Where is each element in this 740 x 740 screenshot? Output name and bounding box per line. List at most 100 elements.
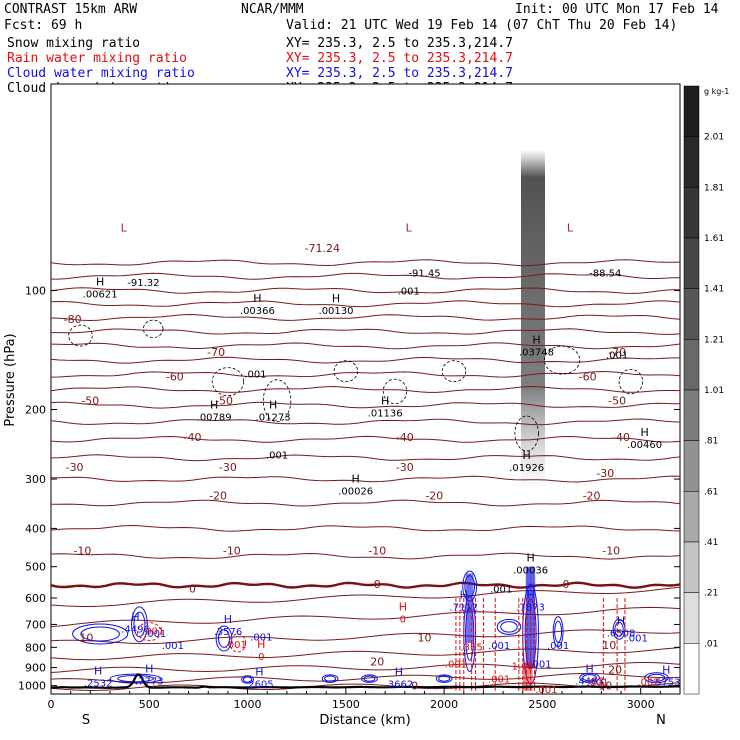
temperature-label: -10 [73, 545, 91, 558]
extremum-value: .7773 [135, 677, 164, 688]
cloud-water-contour [217, 629, 230, 648]
extremum-value: .00130 [319, 306, 354, 317]
extremum-mark: H [94, 665, 102, 678]
terrain-line [51, 673, 680, 689]
rain-water-core [522, 663, 533, 691]
y-tick-label: 400 [25, 522, 46, 535]
isotherm-line [51, 672, 680, 684]
cloud-water-contour [321, 674, 339, 683]
temperature-label: 10 [417, 631, 431, 644]
extremum-value: .7112 [449, 603, 478, 614]
field-label: Snow mixing ratio [7, 36, 140, 51]
temperature-label: -10 [602, 545, 620, 558]
colorbar-swatch [683, 136, 700, 188]
extremum-value: .001 [162, 641, 184, 652]
cloud-water-core [466, 573, 469, 643]
extremum-mark: H [96, 276, 104, 289]
extremum-value: .002 [637, 677, 659, 688]
isotherm-line [51, 606, 680, 628]
colorbar-tick-label: .81 [704, 437, 718, 447]
colorbar-swatch [683, 440, 700, 492]
temperature-label: -30 [219, 461, 237, 474]
colorbar-swatch [683, 339, 700, 391]
field-coordinates: XY= 235.3, 2.5 to 235.3,214.7 [286, 51, 513, 66]
model-title: CONTRAST 15km ARW [4, 2, 137, 17]
extremum-value: .001 [488, 641, 510, 652]
temperature-label: 10 [602, 639, 616, 652]
cloud-water-contour [324, 675, 337, 682]
colorbar-swatch [683, 85, 700, 137]
cloud-water-core [465, 573, 468, 643]
extremum-value: .001 [547, 641, 569, 652]
extremum-value: .3662 [385, 679, 414, 690]
cloud-ice-contour [618, 368, 644, 395]
cloud-water-contour [552, 616, 564, 648]
isotherm-line [51, 356, 680, 364]
extremum-value: .00789 [197, 413, 232, 424]
cloud-ice-contour [514, 415, 539, 452]
cloud-water-contour [109, 673, 162, 684]
field-coordinates: XY= 235.3, 2.5 to 235.3,214.7 [286, 36, 513, 51]
extremum-value: .01926 [509, 463, 544, 474]
isotherm-line [51, 662, 680, 673]
extremum-value: -91.32 [127, 278, 159, 289]
isotherm-line [51, 259, 680, 267]
temperature-label: 20 [608, 663, 622, 676]
extremum-value: .355 [461, 642, 483, 653]
cloud-water-contour [614, 621, 624, 637]
isotherm-line [51, 418, 680, 426]
field-label: Cloud water mixing ratio [7, 66, 195, 81]
x-tick-label: 2500 [528, 698, 556, 711]
isotherm-contours [51, 259, 680, 692]
isotherm-line [51, 454, 680, 462]
x-tick-label: 2000 [430, 698, 458, 711]
extremum-value: .5753 [652, 678, 681, 689]
temperature-label: -40 [612, 431, 630, 444]
temperature-label: 0 [374, 578, 381, 591]
cloud-water-core [527, 566, 530, 668]
y-tick-label: 900 [25, 662, 46, 675]
cloud-water-core [530, 566, 533, 668]
cloud-water-core [468, 573, 470, 643]
extremum-value: -91.45 [408, 268, 440, 279]
cloud-ice-contour [382, 378, 408, 405]
extremum-mark: H [352, 472, 360, 485]
extremum-value: .001 [144, 629, 166, 640]
colorbar-tick-label: .21 [704, 589, 718, 599]
temperature-label: -10 [223, 545, 241, 558]
extremum-value: .00621 [83, 290, 118, 301]
x-tick-label: 1500 [332, 698, 360, 711]
colorbar-tick-label: 1.61 [704, 234, 724, 244]
temperature-label: -70 [207, 346, 225, 359]
extremum-value: .00460 [627, 440, 662, 451]
colorbar-swatch [683, 643, 700, 695]
colorbar-swatch [683, 187, 700, 239]
extremum-value: .2532 [84, 679, 113, 690]
isotherm-line [51, 647, 680, 661]
extremum-value: .7873 [516, 603, 545, 614]
colorbar: 2.01 1.81 1.61 1.41 1.21 1.01 .81 .61 .41 .21 .01 [683, 85, 724, 695]
cloud-water-contour [72, 623, 129, 645]
cloud-water-contour [131, 606, 148, 643]
cloud-ice-contour [211, 367, 245, 397]
extremum-value: .001 [244, 369, 266, 380]
cloud-water-contour [215, 625, 233, 652]
cloud-water-contour [644, 672, 669, 684]
isotherm-line [51, 328, 680, 335]
cloud-water-contour [80, 626, 120, 642]
cloud-ice-contour [333, 360, 359, 383]
colorbar-tick-label: .01 [704, 639, 718, 649]
x-axis: 0 500 1000 1500 2000 2500 3000 [48, 688, 661, 711]
cloud-ice-contour [543, 345, 581, 375]
extremum-mark: L [121, 222, 128, 235]
temperature-label: 10 [598, 680, 612, 693]
isotherm-line [51, 287, 680, 294]
colorbar-tick-label: 1.81 [704, 183, 724, 193]
north-end-label: N [656, 713, 666, 728]
temperature-label: -30 [596, 467, 614, 480]
cloud-water-core [528, 566, 531, 668]
cloud-water-contour [241, 675, 254, 684]
temperature-label: -60 [579, 370, 597, 383]
snow-plume-shading [521, 150, 545, 490]
temperature-label: -30 [66, 461, 84, 474]
